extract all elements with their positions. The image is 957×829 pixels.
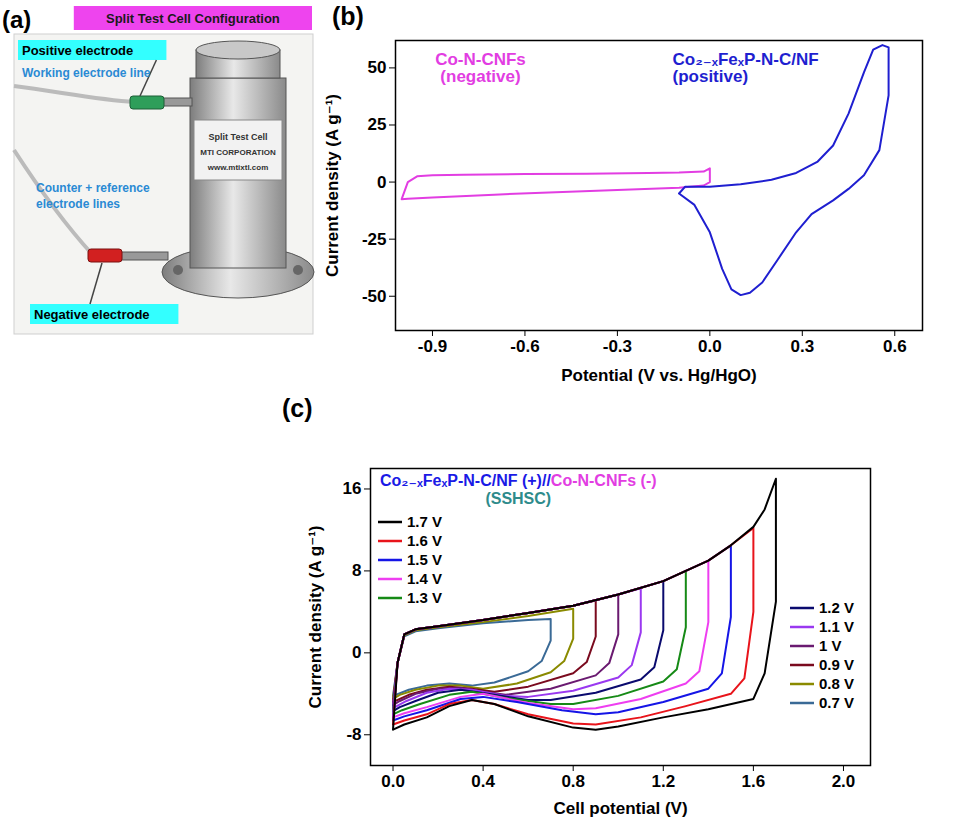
svg-text:-0.3: -0.3 xyxy=(603,337,632,356)
svg-text:-25: -25 xyxy=(362,230,387,249)
svg-text:Working electrode line: Working electrode line xyxy=(22,66,151,80)
svg-text:0.8: 0.8 xyxy=(561,772,585,791)
svg-text:0: 0 xyxy=(352,643,361,662)
svg-text:-0.9: -0.9 xyxy=(418,337,447,356)
svg-text:0.6: 0.6 xyxy=(883,337,907,356)
svg-text:MTI CORPORATION: MTI CORPORATION xyxy=(200,148,276,157)
svg-text:Positive electrode: Positive electrode xyxy=(22,43,133,58)
svg-text:1.2: 1.2 xyxy=(651,772,675,791)
html-text:1.7 V: 1.7 V xyxy=(407,513,442,530)
svg-text:50: 50 xyxy=(368,58,387,77)
html-text:1.6 V: 1.6 V xyxy=(407,532,442,549)
svg-text:Co-N-CNFs(negative): Co-N-CNFs(negative) xyxy=(435,50,526,86)
svg-text:Split Test Cell Configuration: Split Test Cell Configuration xyxy=(106,11,280,26)
svg-text:8: 8 xyxy=(352,561,361,580)
html-text:1 V: 1 V xyxy=(819,637,842,654)
html-text:1.1 V: 1.1 V xyxy=(819,618,854,635)
html-text:1.3 V: 1.3 V xyxy=(407,589,442,606)
svg-text:Negative electrode: Negative electrode xyxy=(34,307,150,322)
svg-text:electrode lines: electrode lines xyxy=(36,197,120,211)
html-text:0.8 V: 0.8 V xyxy=(819,675,854,692)
html-text:0.7 V: 0.7 V xyxy=(819,694,854,711)
html-text:(c): (c) xyxy=(282,394,313,422)
html-text:(SSHSC): (SSHSC) xyxy=(485,490,552,507)
svg-text:-0.6: -0.6 xyxy=(510,337,539,356)
svg-text:16: 16 xyxy=(343,479,362,498)
svg-text:Counter + reference: Counter + reference xyxy=(36,181,150,195)
svg-text:2.0: 2.0 xyxy=(832,772,856,791)
html-text:1.4 V: 1.4 V xyxy=(407,570,442,587)
svg-text:0.0: 0.0 xyxy=(381,772,405,791)
svg-text:Split Test Cell: Split Test Cell xyxy=(209,132,268,142)
svg-text:Cell potential (V): Cell potential (V) xyxy=(553,799,687,818)
svg-text:Current density (A g⁻¹): Current density (A g⁻¹) xyxy=(323,94,342,277)
svg-text:Co₂₋ₓFeₓP-N-C/NF(positive): Co₂₋ₓFeₓP-N-C/NF(positive) xyxy=(673,50,819,86)
html-text:0.9 V: 0.9 V xyxy=(819,656,854,673)
html-text:1.2 V: 1.2 V xyxy=(819,599,854,616)
svg-text:0.4: 0.4 xyxy=(471,772,495,791)
svg-text:25: 25 xyxy=(368,115,387,134)
svg-text:Potential (V vs. Hg/HgO): Potential (V vs. Hg/HgO) xyxy=(561,366,757,385)
html-text:1.5 V: 1.5 V xyxy=(407,551,442,568)
svg-text:(a): (a) xyxy=(2,6,31,33)
svg-text:www.mtixtl.com: www.mtixtl.com xyxy=(207,163,269,172)
html-text:Co₂₋ₓFeₓP-N-C/NF (+)// Co-N-CN: Co₂₋ₓFeₓP-N-C/NF (+)// Co-N-CNFs (-) xyxy=(380,472,657,489)
svg-text:-8: -8 xyxy=(346,725,361,744)
html-text:(b): (b) xyxy=(332,2,364,30)
svg-text:-50: -50 xyxy=(362,287,387,306)
svg-text:0: 0 xyxy=(377,173,386,192)
svg-text:Current density (A g⁻¹): Current density (A g⁻¹) xyxy=(306,525,325,708)
svg-text:0.3: 0.3 xyxy=(790,337,814,356)
svg-text:1.6: 1.6 xyxy=(742,772,766,791)
svg-text:0.0: 0.0 xyxy=(698,337,722,356)
